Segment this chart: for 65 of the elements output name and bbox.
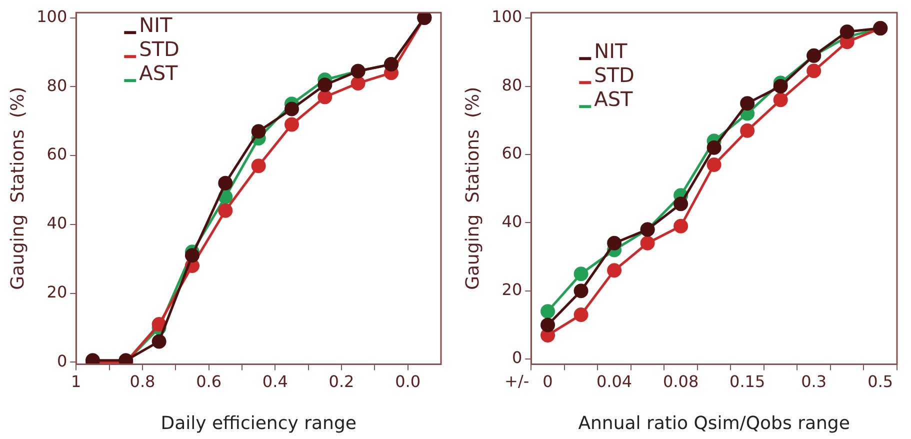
point <box>152 334 166 349</box>
point <box>284 102 299 116</box>
point <box>773 79 788 94</box>
point <box>607 236 622 250</box>
point <box>674 196 688 212</box>
legend-label: STD <box>139 36 180 61</box>
x-tick-label: 0.6 <box>196 372 222 391</box>
y-tick-label: 40 <box>46 214 68 233</box>
point <box>350 76 366 90</box>
legend-label: AST <box>594 86 634 111</box>
y-tick-label: 0 <box>512 348 522 368</box>
point <box>607 263 622 278</box>
y-tick-label: 100 <box>492 7 522 26</box>
point <box>773 92 788 108</box>
x-tick-label: 0.04 <box>596 372 632 391</box>
y-tick-label: 40 <box>502 212 522 231</box>
x-axis-title: Annual ratio Qsim/Qobs range <box>578 412 850 434</box>
x-tick-label: 0.2 <box>328 372 354 391</box>
y-tick-label: 20 <box>46 282 68 302</box>
point <box>152 317 166 332</box>
x-tick-label: 1 <box>71 372 82 391</box>
point <box>218 176 233 190</box>
point <box>674 218 688 234</box>
y-tick-label: 60 <box>46 144 68 164</box>
legend-label: NIT <box>139 12 173 37</box>
point <box>574 284 588 298</box>
point <box>840 24 854 39</box>
y-tick-label: 0 <box>56 351 68 370</box>
point <box>806 64 822 78</box>
legend-label: NIT <box>594 38 628 63</box>
legend-label: AST <box>139 60 179 85</box>
point <box>740 96 755 111</box>
point <box>740 123 755 138</box>
y-axis-title: Gauging Stations (%) <box>462 86 484 290</box>
x-axis-title: Daily efficiency range <box>160 412 356 434</box>
point <box>251 124 266 139</box>
point <box>284 117 299 132</box>
y-tick-label: 80 <box>46 76 68 95</box>
x-tick-label: 0.3 <box>801 372 827 391</box>
y-tick-label: 80 <box>502 75 522 94</box>
point <box>574 266 588 282</box>
point <box>184 248 200 263</box>
x-tick-label: 0.15 <box>730 372 766 391</box>
point <box>540 304 556 319</box>
point <box>218 203 233 218</box>
y-axis-title: Gauging Stations (%) <box>7 86 28 290</box>
x-tick-label: 0.8 <box>130 372 156 391</box>
point <box>706 140 722 155</box>
point <box>251 158 266 174</box>
point <box>706 157 722 172</box>
x-tick-label: 0.4 <box>262 372 288 391</box>
x-tick-label: 0.0 <box>395 372 421 391</box>
y-tick-label: 60 <box>502 144 522 163</box>
point <box>540 318 556 332</box>
x-tick-label: 0.08 <box>662 372 699 391</box>
point <box>574 308 588 322</box>
point <box>640 236 655 250</box>
legend-label: STD <box>594 62 634 87</box>
y-tick-label: 100 <box>36 6 68 26</box>
point <box>318 78 332 92</box>
text: +/- <box>504 371 530 390</box>
y-tick-label: 20 <box>502 280 522 300</box>
x-tick-label: 0.5 <box>868 372 894 391</box>
point <box>318 90 332 104</box>
x-tick-label: 0 <box>542 372 553 391</box>
